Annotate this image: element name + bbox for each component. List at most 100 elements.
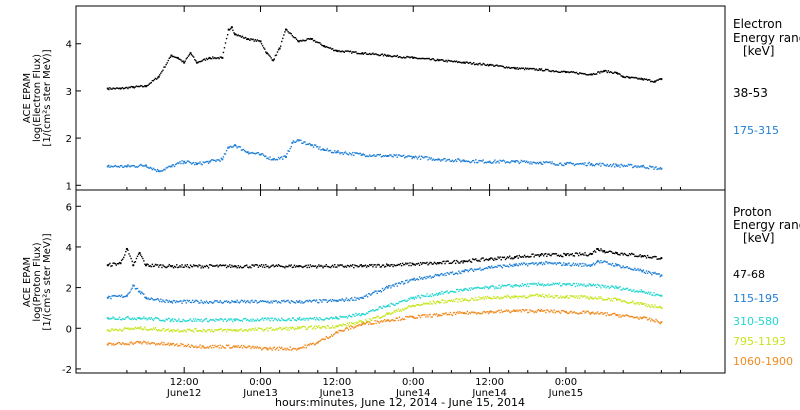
data-point (307, 264, 309, 266)
data-point (174, 301, 177, 304)
data-point (287, 299, 289, 302)
data-point (517, 297, 519, 299)
data-point (645, 257, 648, 259)
data-point (159, 74, 161, 76)
data-point (118, 328, 121, 331)
data-point (185, 302, 187, 304)
data-point (213, 330, 215, 333)
data-point (231, 146, 233, 149)
data-point (377, 315, 379, 318)
data-point (597, 283, 599, 286)
data-point (114, 328, 116, 330)
data-point (535, 254, 537, 256)
data-point (424, 156, 426, 158)
data-point (583, 295, 585, 297)
data-point (134, 288, 137, 290)
data-point (625, 75, 628, 78)
data-point (603, 312, 605, 315)
data-point (258, 40, 261, 42)
data-point (317, 301, 319, 304)
data-point (593, 264, 596, 266)
data-point (476, 259, 478, 262)
data-point (351, 325, 353, 328)
data-point (642, 164, 645, 167)
data-point (224, 347, 227, 349)
data-point (169, 343, 172, 345)
data-point (535, 283, 537, 285)
data-point (255, 152, 257, 155)
data-point (400, 57, 403, 59)
data-point (546, 161, 548, 163)
data-point (295, 140, 298, 142)
data-point (464, 269, 466, 271)
data-point (531, 253, 533, 255)
data-point (587, 284, 589, 287)
data-point (264, 329, 266, 331)
data-point (357, 325, 359, 327)
data-point (354, 151, 356, 154)
data-point (259, 319, 262, 321)
data-point (287, 150, 289, 152)
data-point (184, 162, 186, 164)
data-point (431, 303, 434, 305)
data-point (636, 301, 638, 304)
data-point (436, 300, 439, 302)
data-point (594, 312, 597, 314)
data-point (414, 305, 417, 307)
data-point (335, 331, 338, 334)
data-point (467, 160, 470, 162)
data-point (153, 299, 156, 301)
data-point (361, 265, 364, 268)
data-point (337, 264, 339, 266)
data-point (521, 67, 524, 70)
data-point (567, 252, 569, 255)
data-point (324, 318, 326, 320)
data-point (316, 341, 319, 344)
data-point (512, 265, 514, 268)
data-point (154, 77, 157, 80)
data-point (184, 300, 186, 302)
data-point (294, 327, 297, 330)
data-point (106, 165, 109, 168)
data-point (609, 286, 612, 289)
data-point (251, 346, 253, 348)
electron-ylabel-line3: [1/(cm²s ster MeV)] (42, 49, 53, 146)
data-point (246, 151, 248, 154)
data-point (448, 299, 450, 301)
data-point (462, 262, 464, 264)
data-point (625, 301, 628, 303)
data-point (324, 326, 326, 328)
data-point (128, 317, 130, 319)
data-point (620, 289, 622, 291)
data-point (121, 342, 124, 344)
data-point (226, 147, 229, 149)
data-point (638, 303, 640, 306)
data-point (562, 296, 564, 298)
data-point (566, 312, 568, 314)
data-point (584, 73, 586, 75)
data-point (277, 300, 280, 303)
data-point (384, 154, 387, 157)
data-point (357, 321, 359, 324)
data-point (376, 320, 378, 322)
data-point (451, 261, 454, 264)
data-point (509, 283, 511, 286)
data-point (347, 298, 350, 301)
data-point (524, 283, 527, 286)
data-point (147, 297, 149, 299)
data-point (653, 168, 655, 170)
data-point (335, 300, 337, 302)
data-point (322, 299, 324, 301)
data-point (348, 299, 351, 302)
data-point (422, 57, 424, 60)
data-point (462, 312, 464, 315)
data-point (463, 159, 466, 162)
data-point (413, 157, 415, 159)
data-point (233, 265, 235, 267)
data-point (367, 320, 370, 323)
data-point (522, 309, 525, 311)
data-point (253, 347, 255, 349)
data-point (247, 346, 249, 348)
data-point (501, 284, 504, 286)
data-point (242, 318, 245, 320)
